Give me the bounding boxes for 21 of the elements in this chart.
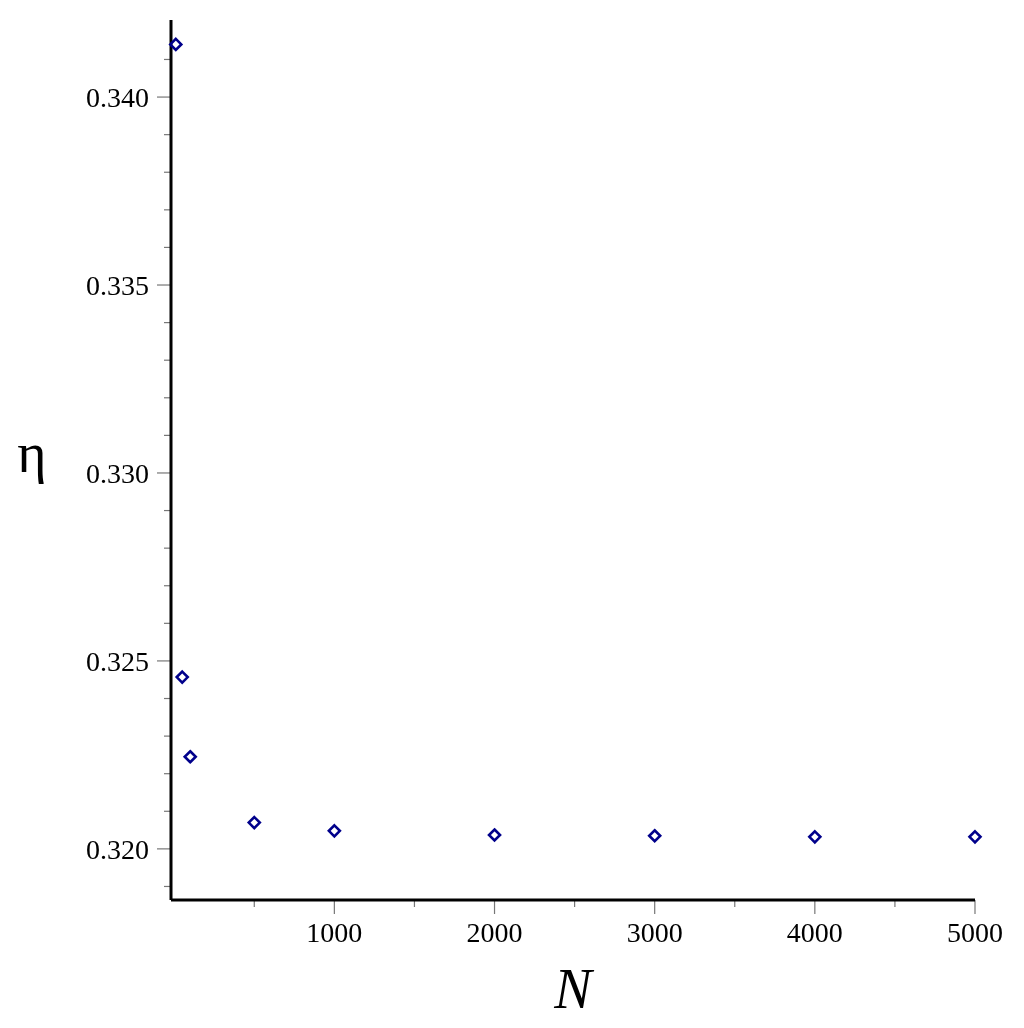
point [487,828,502,842]
point [183,749,198,764]
y-tick-label: 0.325 [86,645,149,677]
point [647,828,662,843]
y-tick-label: 0.335 [86,269,149,301]
y-tick-label: 0.330 [86,457,149,489]
y-tick-label: 0.320 [86,833,149,865]
point [327,824,342,838]
point [247,815,262,830]
x-tick-label: 2000 [466,917,523,948]
point [968,830,982,844]
x-tick-label: 1000 [306,917,363,948]
y-tick-label: 0.340 [86,81,149,113]
x-tick-label: 4000 [786,917,843,948]
x-tick-label: 5000 [947,917,1003,948]
x-axis-title: N [553,958,595,1020]
point [175,670,190,684]
y-axis-title: η [17,422,47,484]
point [169,37,183,52]
point [808,830,822,844]
x-tick-label: 3000 [626,917,683,948]
